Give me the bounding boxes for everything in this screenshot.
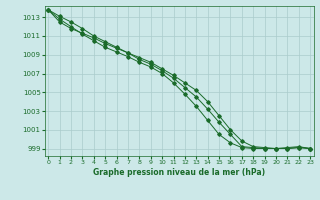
X-axis label: Graphe pression niveau de la mer (hPa): Graphe pression niveau de la mer (hPa) <box>93 168 265 177</box>
